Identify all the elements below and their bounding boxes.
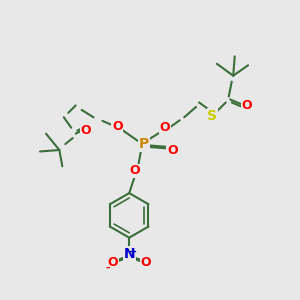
Text: O: O	[167, 143, 178, 157]
Text: P: P	[139, 137, 149, 151]
Text: +: +	[129, 247, 137, 257]
Text: O: O	[130, 164, 140, 177]
Text: O: O	[140, 256, 151, 269]
Text: -: -	[106, 262, 110, 272]
Text: O: O	[160, 121, 170, 134]
Text: O: O	[112, 120, 123, 133]
Text: O: O	[81, 124, 92, 137]
Text: N: N	[123, 247, 135, 261]
Text: O: O	[107, 256, 118, 269]
Text: S: S	[207, 109, 218, 123]
Text: O: O	[241, 99, 252, 112]
